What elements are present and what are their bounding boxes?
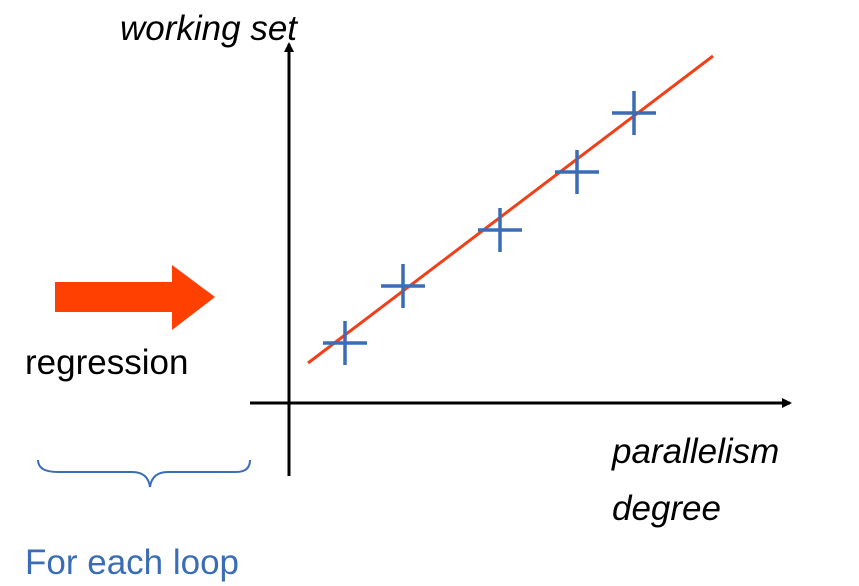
point bbox=[381, 264, 425, 308]
point bbox=[555, 150, 599, 194]
point bbox=[323, 321, 367, 365]
red-arrow bbox=[55, 265, 215, 330]
brace-label: For each loop bbox=[25, 543, 239, 582]
x-axis-label: parallelism bbox=[611, 432, 779, 471]
sample-points bbox=[323, 91, 656, 365]
y-axis-label: working set bbox=[120, 9, 298, 48]
regression-line bbox=[307, 54, 714, 365]
brace bbox=[37, 459, 251, 488]
arrow-label: regression bbox=[25, 343, 188, 382]
point bbox=[478, 208, 522, 252]
x-axis-label: degree bbox=[612, 489, 721, 528]
point bbox=[612, 91, 656, 135]
